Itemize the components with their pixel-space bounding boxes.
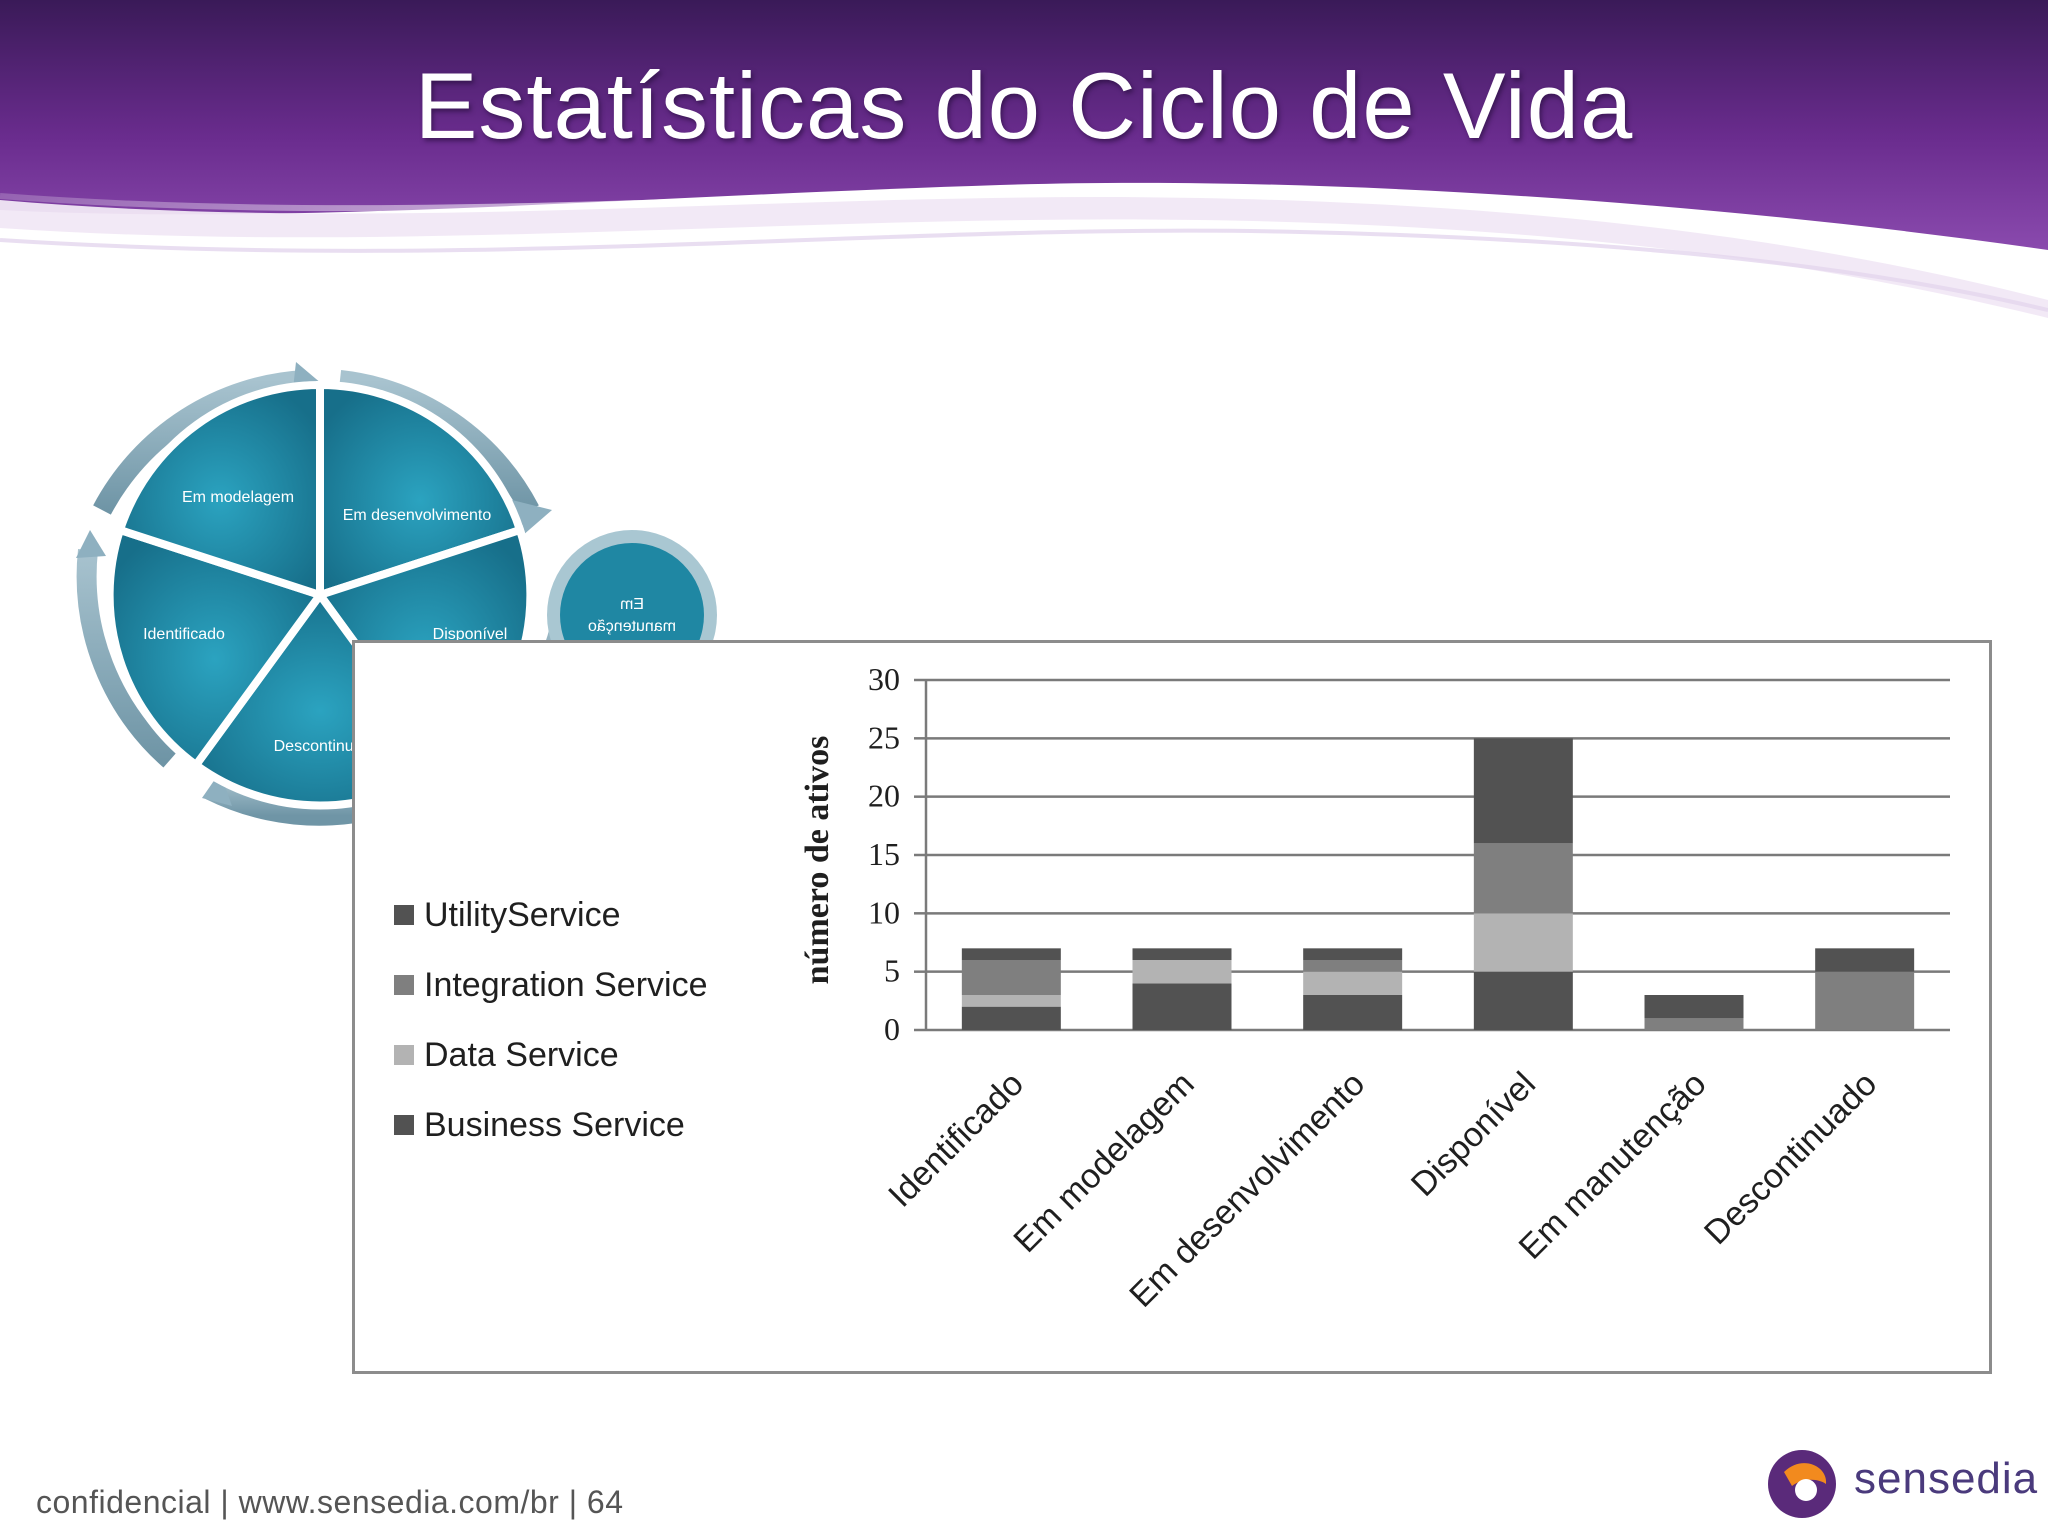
brand-name: sensedia: [1854, 1454, 2039, 1503]
bar-segment: [1303, 960, 1403, 972]
legend-label: Data Service: [424, 1035, 619, 1074]
bar-segment: [1132, 983, 1232, 1030]
header-band: [0, 0, 2048, 340]
bar-segment: [1303, 948, 1403, 960]
slide-title: Estatísticas do Ciclo de Vida: [414, 53, 1634, 158]
bar-segment: [1303, 971, 1403, 995]
chart-legend: UtilityService Integration Service Data Se…: [394, 880, 708, 1160]
bar-segment: [1473, 971, 1573, 1030]
legend-swatch: [394, 905, 414, 925]
bar-segment: [1815, 948, 1915, 972]
y-tick-label: 10: [868, 894, 900, 930]
legend-item: Data Service: [394, 1020, 708, 1090]
y-tick-label: 20: [868, 778, 900, 814]
y-tick-label: 5: [884, 953, 900, 989]
legend-label: Business Service: [424, 1105, 685, 1144]
bar-segment: [1473, 913, 1573, 972]
legend-swatch: [394, 1115, 414, 1135]
y-tick-label: 25: [868, 719, 900, 755]
x-category-label: Em modelagem: [1006, 1065, 1201, 1260]
side-stage-label-line1: Em: [620, 596, 644, 613]
y-tick-label: 0: [884, 1011, 900, 1047]
legend-swatch: [394, 1045, 414, 1065]
bar-segment: [1132, 960, 1232, 984]
bar-segment: [1644, 995, 1744, 1019]
bar-segment: [1815, 971, 1915, 1030]
y-tick-label: 15: [868, 836, 900, 872]
x-category-label: Disponível: [1404, 1065, 1543, 1204]
footer-text: confidencial | www.sensedia.com/br | 64: [36, 1484, 624, 1520]
bar-segment: [1473, 843, 1573, 914]
bar-segment: [1473, 738, 1573, 844]
bar-segment: [961, 960, 1061, 995]
bar-segment: [1644, 1018, 1744, 1030]
legend-item: Integration Service: [394, 950, 708, 1020]
y-tick-label: 30: [868, 661, 900, 697]
x-category-label: Em manutenção: [1512, 1065, 1714, 1267]
y-axis-title: número de ativos: [799, 736, 836, 985]
bar-segment: [961, 1006, 1061, 1030]
side-stage-label-line2: manutenção: [588, 618, 676, 635]
legend-item: Business Service: [394, 1090, 708, 1160]
bar-segment: [1132, 948, 1232, 960]
bar-segment: [1303, 995, 1403, 1030]
x-category-label: Identificado: [881, 1065, 1031, 1215]
brand: sensedia: [1762, 1444, 2042, 1524]
stage-label-identificado: Identificado: [143, 626, 225, 643]
sensedia-logo-icon: [1768, 1450, 1836, 1518]
stage-label-disponivel: Disponível: [433, 626, 508, 643]
bar-segment: [961, 995, 1061, 1007]
bar-segment: [961, 948, 1061, 960]
legend-swatch: [394, 975, 414, 995]
legend-label: UtilityService: [424, 895, 621, 934]
stage-label-desenvolvimento: Em desenvolvimento: [343, 507, 492, 524]
x-category-label: Descontinuado: [1697, 1065, 1884, 1252]
legend-item: UtilityService: [394, 880, 708, 950]
stage-label-modelagem: Em modelagem: [182, 489, 294, 506]
legend-label: Integration Service: [424, 965, 708, 1004]
